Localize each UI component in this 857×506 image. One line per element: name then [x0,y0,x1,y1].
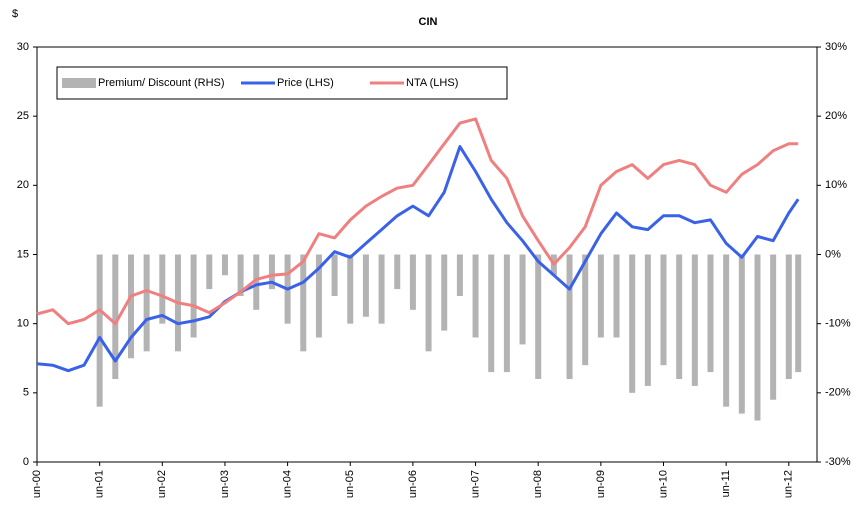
y-axis-label: $ [12,8,18,20]
x-tick-label: un-02 [156,470,168,498]
bar [112,254,119,379]
line [36,145,800,373]
y2-tick-label: 10% [825,179,847,191]
bar [425,254,432,352]
bar [159,254,166,324]
legend-box [56,66,508,100]
x-tick-label: un-10 [657,470,669,498]
bar [503,254,510,373]
bar [253,254,260,310]
x-tick-label: un-09 [595,470,607,498]
bar [488,254,495,373]
bar [127,254,134,359]
bar [629,254,636,393]
bar [362,254,369,317]
bar [221,254,228,276]
x-tick-label: un-06 [407,470,419,498]
y2-tick-label: 30% [825,41,847,53]
y2-tick-label: -20% [825,387,851,399]
bar [723,254,730,407]
bar [96,254,103,407]
y-tick-label: 25 [17,110,29,122]
y-tick-label: 0 [23,456,29,468]
bar [597,254,604,338]
bar [409,254,416,310]
y-tick-label: 10 [17,318,29,330]
bar [566,254,573,379]
y2-tick-label: 0% [825,248,841,260]
bar [237,254,244,296]
bar [691,254,698,386]
bar [770,254,777,400]
legend-swatch [62,78,96,88]
line [36,117,799,326]
bar [707,254,714,373]
y2-tick-label: -10% [825,318,851,330]
bar [441,254,448,331]
bar [190,254,197,338]
y-tick-label: 15 [17,248,29,260]
bar [394,254,401,290]
bar [268,254,275,290]
bar [519,254,526,345]
x-tick-label: un-05 [344,470,356,498]
bar [315,254,322,338]
bar [613,254,620,338]
bar [347,254,354,324]
bar [795,254,802,373]
legend-label: Premium/ Discount (RHS) [98,77,225,89]
bar [378,254,385,324]
x-tick-label: un-11 [720,470,732,497]
x-tick-label: un-01 [94,470,106,498]
y-tick-label: 30 [17,41,29,53]
y2-tick-label: -30% [825,456,851,468]
bar [300,254,307,352]
x-tick-label: un-04 [282,470,294,498]
y2-tick-label: 20% [825,110,847,122]
x-tick-label: un-08 [532,470,544,498]
bar [738,254,745,414]
y-tick-label: 20 [17,179,29,191]
bar [456,254,463,296]
x-tick-label: un-12 [783,470,795,498]
bar [582,254,589,366]
bar [331,254,338,296]
x-tick-label: un-03 [219,470,231,498]
x-tick-label: un-07 [469,470,481,498]
bar [143,254,150,352]
bar [660,254,667,366]
x-tick-label: un-00 [31,470,43,498]
bar [644,254,651,386]
y-tick-label: 5 [23,387,29,399]
bar [472,254,479,338]
bar [206,254,213,290]
bar [676,254,683,379]
legend-label: NTA (LHS) [406,77,458,89]
bar [754,254,761,421]
bar [535,254,542,379]
chart-title: CIN [419,16,438,28]
bar [785,254,792,379]
legend-label: Price (LHS) [277,77,334,89]
